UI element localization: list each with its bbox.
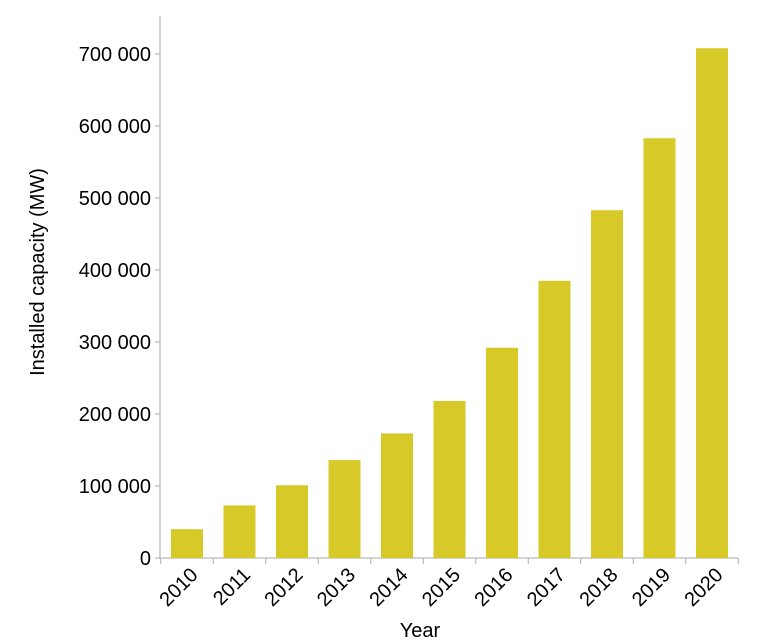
x-axis: 2010 2011 2012 2013 2014 2015 2016 2017 2018 2019… (156, 557, 739, 611)
x-tick-label: 2019 (628, 564, 675, 611)
x-tick-label: 2011 (209, 564, 255, 610)
bar-2011 (223, 505, 256, 558)
bar-2010 (171, 529, 203, 558)
bar-2018 (591, 210, 623, 559)
x-tick-label: 2017 (523, 564, 570, 611)
bar-2015 (433, 401, 466, 558)
y-axis-title: Installed capacity (MW) (27, 168, 49, 376)
bar-2012 (276, 485, 308, 558)
x-tick-label: 2014 (366, 564, 413, 611)
bar-2014 (381, 433, 413, 558)
x-tick-label: 2015 (418, 564, 465, 611)
y-axis: 0 100 000 200 000 300 000 400 000 500 000 600 … (79, 16, 161, 570)
y-tick-label: 200 000 (79, 404, 151, 426)
y-tick-label: 400 000 (79, 260, 151, 282)
bar-2020 (696, 48, 728, 559)
x-tick-label: 2012 (261, 564, 308, 611)
x-tick-label: 2018 (576, 564, 623, 611)
x-tick-label: 2020 (681, 564, 728, 611)
y-tick-label: 600 000 (79, 116, 151, 138)
y-tick-label: 300 000 (79, 332, 151, 354)
bar-2019 (643, 138, 676, 559)
y-tick-label: 0 (140, 548, 151, 570)
y-tick-label: 700 000 (79, 44, 151, 66)
bars (171, 48, 728, 559)
bar-2013 (328, 460, 361, 558)
y-tick-label: 500 000 (79, 188, 151, 210)
x-tick-label: 2016 (471, 564, 518, 611)
y-tick-label: 100 000 (79, 476, 151, 498)
bar-2016 (486, 347, 518, 558)
bar-2017 (538, 280, 571, 558)
x-axis-title: Year (400, 620, 441, 642)
x-tick-label: 2010 (156, 564, 203, 611)
x-tick-label: 2013 (313, 564, 360, 611)
